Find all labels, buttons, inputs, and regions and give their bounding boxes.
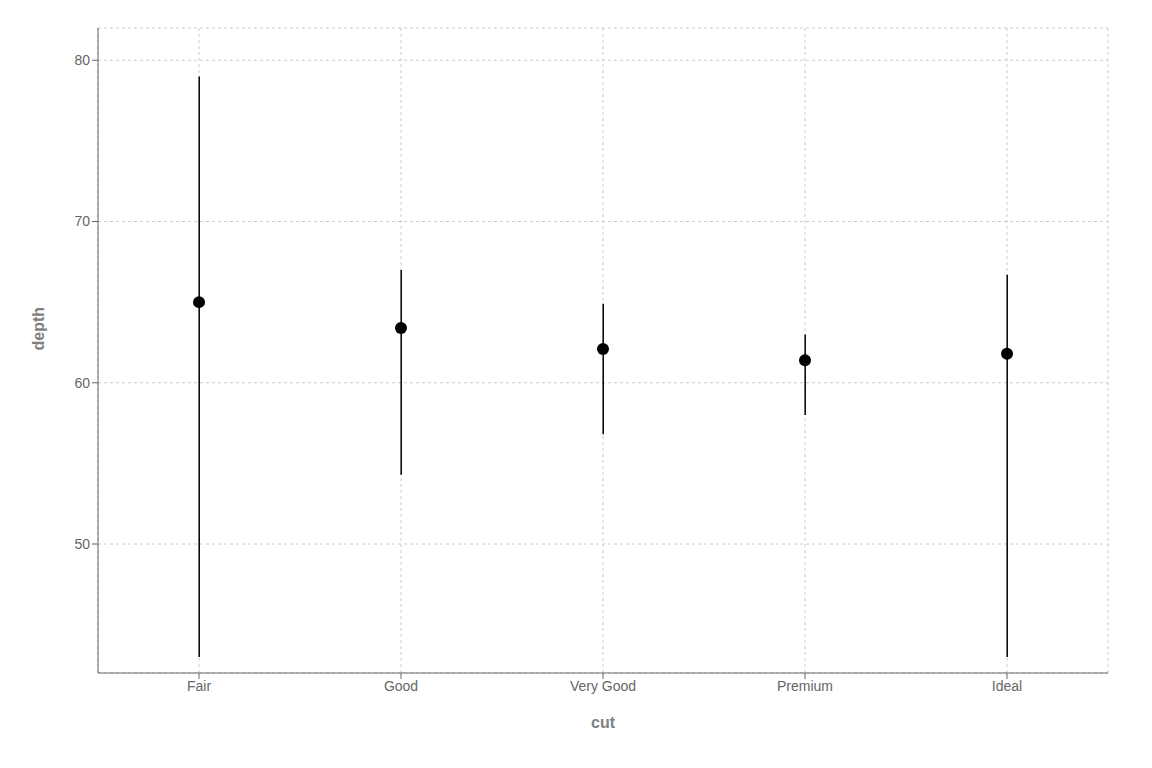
svg-text:80: 80 bbox=[74, 52, 90, 68]
svg-text:Very Good: Very Good bbox=[570, 678, 636, 694]
svg-text:cut: cut bbox=[591, 714, 616, 731]
svg-text:60: 60 bbox=[74, 375, 90, 391]
svg-text:70: 70 bbox=[74, 213, 90, 229]
svg-text:depth: depth bbox=[30, 307, 47, 351]
svg-text:Ideal: Ideal bbox=[992, 678, 1022, 694]
svg-text:Premium: Premium bbox=[777, 678, 833, 694]
svg-text:Good: Good bbox=[384, 678, 418, 694]
svg-text:50: 50 bbox=[74, 536, 90, 552]
svg-text:Fair: Fair bbox=[187, 678, 211, 694]
